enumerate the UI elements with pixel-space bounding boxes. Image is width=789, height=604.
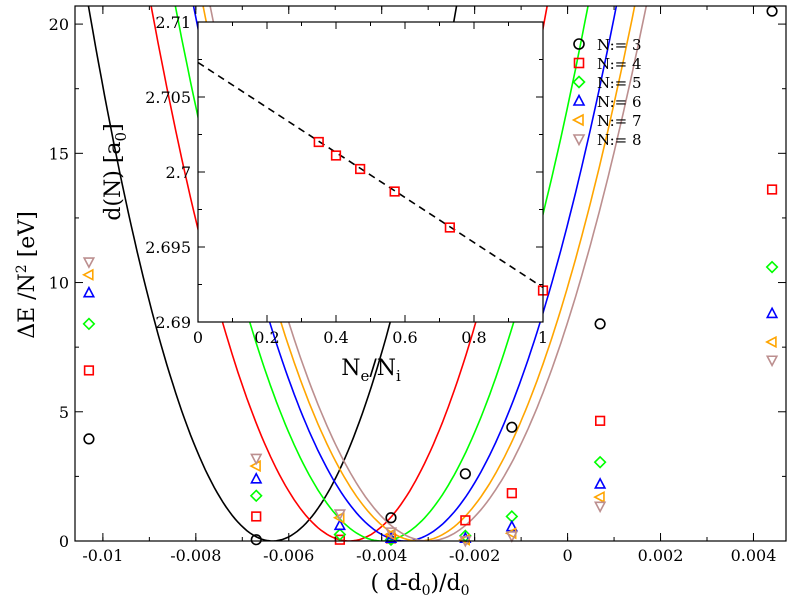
data-point-series-1 bbox=[766, 5, 778, 17]
data-point-series-3 bbox=[333, 528, 347, 541]
inset-data-point bbox=[444, 222, 455, 233]
x-tick-label: -0.002 bbox=[449, 546, 500, 565]
data-point-series-1 bbox=[594, 318, 606, 330]
data-point-series-2 bbox=[460, 515, 471, 526]
data-point-series-1 bbox=[459, 468, 471, 480]
inset-y-tick-label: 2.7 bbox=[166, 163, 191, 182]
inset-fit-line-segment bbox=[197, 61, 544, 289]
inset-x-tick-label: 0.4 bbox=[323, 328, 348, 347]
data-point-series-5 bbox=[81, 268, 94, 281]
legend-marker-series-4 bbox=[572, 93, 586, 106]
legend-label-series-3: N:= 5 bbox=[597, 74, 642, 92]
inset-x-axis-title: Ne/Ni bbox=[341, 356, 401, 385]
inset-y-tick-label: 2.705 bbox=[145, 88, 191, 107]
inset-chart: 0 0.2 0.4 0.6 0.8 1 2.69 2.695 2.7 2.705 2.71 Ne/… bbox=[101, 13, 549, 385]
data-point-series-6 bbox=[505, 531, 518, 543]
legend-label-series-6: N:= 8 bbox=[597, 131, 642, 149]
main-chart: -0.01 -0.008 -0.006 -0.004 -0.002 0 0.002 0.004… bbox=[14, 5, 787, 599]
inset-y-tick-label: 2.71 bbox=[155, 13, 191, 32]
data-point-series-6 bbox=[82, 257, 96, 269]
y-tick-label: 20 bbox=[49, 15, 69, 34]
data-point-series-1 bbox=[506, 421, 518, 433]
data-point-series-1 bbox=[250, 534, 262, 546]
x-tick-label: -0.01 bbox=[82, 546, 123, 565]
data-point-series-6 bbox=[593, 501, 607, 514]
inset-x-tick-label: 0.2 bbox=[254, 328, 279, 347]
main-data-points bbox=[81, 5, 779, 548]
data-point-series-4 bbox=[765, 306, 779, 319]
inset-x-tick-label: 0 bbox=[193, 328, 203, 347]
main-plot-frame bbox=[74, 5, 787, 542]
data-point-series-2 bbox=[251, 511, 262, 522]
inset-data-point bbox=[330, 150, 342, 161]
data-point-series-5 bbox=[765, 335, 777, 349]
x-tick-label: -0.008 bbox=[170, 546, 221, 565]
inset-x-tick-label: 0.8 bbox=[461, 328, 486, 347]
legend-marker-series-2 bbox=[573, 57, 585, 69]
data-point-series-3 bbox=[249, 489, 263, 503]
inset-fit-line bbox=[197, 61, 544, 289]
inset-y-axis-title: d(N) [a0] bbox=[101, 123, 130, 220]
legend-marker-series-6 bbox=[572, 134, 586, 147]
data-point-series-6 bbox=[384, 527, 398, 539]
legend-label-series-1: N:= 3 bbox=[597, 36, 642, 54]
inset-data-point bbox=[389, 186, 400, 197]
data-point-series-6 bbox=[333, 509, 347, 521]
data-point-series-4 bbox=[593, 477, 607, 489]
y-tick-label: 0 bbox=[59, 532, 69, 551]
inset-x-tick-label: 0.6 bbox=[392, 328, 417, 347]
inset-data-points bbox=[313, 136, 549, 296]
legend-label-series-2: N:= 4 bbox=[597, 55, 642, 73]
legend-marker-series-3 bbox=[572, 75, 586, 89]
fit-curve-series-4 bbox=[192, 6, 618, 541]
inset-background bbox=[198, 22, 543, 322]
inset-y-tick-label: 2.69 bbox=[155, 313, 191, 332]
data-point-series-1 bbox=[385, 512, 397, 524]
inset-y-tick-label: 2.695 bbox=[145, 238, 191, 257]
inset-x-tick-label: 1 bbox=[538, 328, 548, 347]
data-point-series-3 bbox=[593, 455, 607, 469]
fit-curve-series-5 bbox=[202, 6, 636, 541]
inset-data-point bbox=[313, 136, 324, 148]
data-point-series-2 bbox=[594, 415, 606, 426]
data-point-series-5 bbox=[332, 511, 345, 524]
x-tick-label: -0.004 bbox=[356, 546, 407, 565]
data-point-series-3 bbox=[765, 260, 779, 274]
legend-label-series-4: N:= 6 bbox=[597, 93, 642, 111]
inset-y-ticks: 2.69 2.695 2.7 2.705 2.71 bbox=[145, 13, 543, 332]
y-tick-label: 15 bbox=[49, 144, 69, 163]
y-tick-label: 5 bbox=[59, 403, 69, 422]
data-point-series-6 bbox=[250, 453, 263, 466]
main-y-axis-title: ΔE /N2 [eV] bbox=[14, 211, 40, 339]
main-x-ticks: -0.01 -0.008 -0.006 -0.004 -0.002 0 0.002 0.004 bbox=[82, 6, 776, 565]
data-point-series-2 bbox=[83, 365, 95, 376]
data-point-series-4 bbox=[82, 285, 96, 298]
data-point-series-1 bbox=[83, 433, 95, 445]
legend-label-series-5: N:= 7 bbox=[597, 112, 642, 130]
data-point-series-3 bbox=[82, 317, 96, 331]
data-point-series-4 bbox=[250, 471, 263, 484]
data-point-series-4 bbox=[333, 518, 347, 531]
x-tick-label: 0.004 bbox=[731, 546, 777, 565]
x-tick-label: -0.006 bbox=[263, 546, 314, 565]
data-point-series-2 bbox=[506, 488, 517, 499]
inset-data-point bbox=[355, 163, 366, 175]
y-tick-label: 10 bbox=[49, 274, 69, 293]
x-tick-label: 0.002 bbox=[638, 546, 684, 565]
main-x-axis-title: ( d-d0)/d0 bbox=[370, 571, 469, 599]
data-point-series-2 bbox=[766, 184, 778, 195]
fit-curve-series-2 bbox=[150, 6, 548, 541]
legend: N:= 3N:= 4N:= 5N:= 6N:= 7N:= 8 bbox=[571, 36, 642, 149]
data-point-series-6 bbox=[765, 355, 779, 368]
fit-curve-series-3 bbox=[174, 6, 589, 541]
data-point-series-5 bbox=[593, 490, 605, 504]
legend-marker-series-5 bbox=[571, 113, 584, 127]
legend-marker-series-1 bbox=[573, 38, 585, 50]
x-tick-label: 0 bbox=[562, 546, 572, 565]
inset-x-ticks: 0 0.2 0.4 0.6 0.8 1 bbox=[193, 22, 548, 347]
